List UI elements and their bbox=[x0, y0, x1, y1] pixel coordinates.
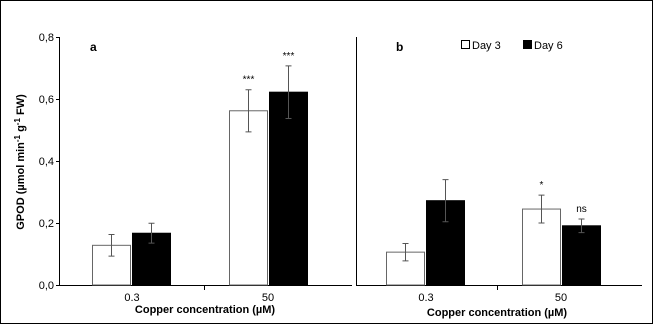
error-bar-b-0.3-day3 bbox=[402, 242, 409, 262]
error-bars-panel-b bbox=[402, 179, 585, 262]
legend-label-day3: Day 3 bbox=[472, 40, 501, 52]
legend-label-day6: Day 6 bbox=[534, 40, 563, 52]
bar-a-50-day6 bbox=[269, 91, 308, 286]
bar-b-50-day6 bbox=[562, 225, 601, 286]
x-tick-label: 50 bbox=[262, 292, 274, 304]
error-bar-a-0.3-day3 bbox=[108, 233, 115, 257]
x-tick-label: 50 bbox=[555, 292, 567, 304]
y-tick-label: 0,8 bbox=[39, 32, 54, 44]
y-tick-label: 0,2 bbox=[39, 218, 54, 230]
y-tick-labels: 0,0 0,2 0,4 0,6 0,8 bbox=[39, 32, 54, 292]
x-tick-label: 0.3 bbox=[418, 292, 433, 304]
error-bar-b-0.3-day6 bbox=[442, 179, 449, 223]
legend-swatch-day3 bbox=[461, 40, 470, 49]
error-bar-a-50-day3 bbox=[245, 89, 252, 133]
y-tick-label: 0,4 bbox=[39, 156, 54, 168]
error-bars-panel-a bbox=[108, 65, 292, 257]
panel-b: b * ns 0.3 50 Copper concentration (µM) … bbox=[356, 40, 642, 319]
y-tick-label: 0,6 bbox=[39, 94, 54, 106]
panel-label-b: b bbox=[396, 40, 403, 54]
x-axis-label: Copper concentration (µM) bbox=[135, 304, 276, 316]
y-axis-label: GPOD (µmol min-1 g-1 FW) bbox=[13, 94, 28, 230]
error-bar-a-0.3-day6 bbox=[148, 222, 155, 244]
x-tick-label: 0.3 bbox=[124, 292, 139, 304]
panel-label-a: a bbox=[90, 40, 97, 54]
error-bar-b-50-day3 bbox=[538, 194, 545, 224]
y-tick-label: 0,0 bbox=[39, 280, 54, 292]
bar-a-50-day3 bbox=[229, 110, 268, 286]
legend-swatch-day6 bbox=[523, 40, 532, 49]
error-bar-b-50-day6 bbox=[578, 218, 585, 234]
annotation-a-50-day3: *** bbox=[243, 75, 255, 86]
legend: Day 3 Day 6 bbox=[461, 40, 563, 52]
panel-a: a *** *** 0.3 50 Copper concentration (µ… bbox=[56, 37, 352, 316]
annotation-a-50-day6: *** bbox=[283, 51, 295, 62]
x-axis-label: Copper concentration (µM) bbox=[427, 307, 568, 319]
annotation-b-50-day6: ns bbox=[576, 204, 587, 215]
error-bar-a-50-day6 bbox=[285, 65, 292, 120]
annotation-b-50-day3: * bbox=[540, 180, 544, 191]
